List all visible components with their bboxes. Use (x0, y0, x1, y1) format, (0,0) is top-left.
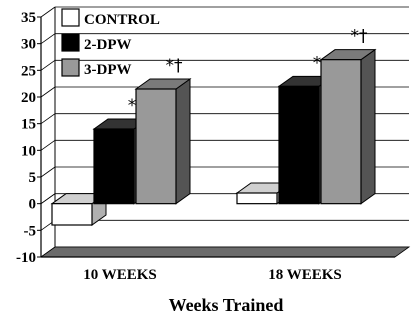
y-tick-label: 15 (21, 117, 36, 133)
category-labels: 10 WEEKS 18 WEEKS (83, 267, 342, 283)
significance-marker: * (128, 96, 137, 116)
gridline-depth (40, 113, 56, 124)
bar-2-dpw-18-weeks (278, 85, 320, 205)
legend-swatch-control (61, 8, 80, 27)
y-tick-label: 0 (29, 197, 37, 213)
y-tick-label: 30 (21, 37, 36, 53)
y-tick-label: 25 (21, 63, 36, 79)
x-axis-title: Weeks Trained (169, 295, 284, 315)
gridline-depth (40, 60, 56, 71)
bar-control-10-weeks (51, 203, 93, 226)
legend: CONTROL 2-DPW 3-DPW (61, 8, 160, 78)
significance-annotations: * *† * *† (128, 27, 368, 116)
y-tick-label: 10 (21, 143, 36, 159)
chart-floor (39, 246, 411, 258)
significance-marker: *† (166, 56, 184, 76)
gridline-depth (40, 6, 56, 18)
bar-3-dpw-18-weeks (320, 59, 362, 205)
x-category-label: 18 WEEKS (268, 267, 342, 283)
significance-marker: * (313, 53, 322, 73)
significance-marker: *† (351, 27, 369, 47)
gridline-depth (40, 33, 56, 44)
bar-2-dpw-10-weeks (93, 128, 135, 205)
y-tick-label: 5 (29, 170, 37, 186)
y-tick-label: 20 (21, 90, 36, 106)
y-tick-labels: -10 -5 0 5 10 15 20 25 30 35 (16, 10, 36, 266)
bar-3-dpw-10-weeks (135, 88, 177, 205)
bar-side (360, 48, 376, 205)
gridline-depth (40, 140, 56, 151)
y-tick-label: -5 (24, 223, 37, 239)
gridline-depth (40, 166, 56, 178)
legend-label: CONTROL (84, 12, 160, 28)
bar-side (175, 78, 191, 205)
axes (37, 7, 411, 258)
legend-swatch-2-dpw (61, 33, 80, 52)
legend-swatch-3-dpw (61, 58, 80, 77)
gridline-depth (40, 86, 56, 98)
y-tick-label: -10 (16, 250, 36, 266)
bars (50, 48, 377, 226)
y-tick-label: 35 (21, 10, 36, 26)
x-category-label: 10 WEEKS (83, 267, 157, 283)
bar-control-18-weeks (236, 192, 278, 205)
zero-line-depth (40, 193, 56, 204)
legend-label: 3-DPW (84, 62, 132, 78)
legend-label: 2-DPW (84, 37, 132, 53)
